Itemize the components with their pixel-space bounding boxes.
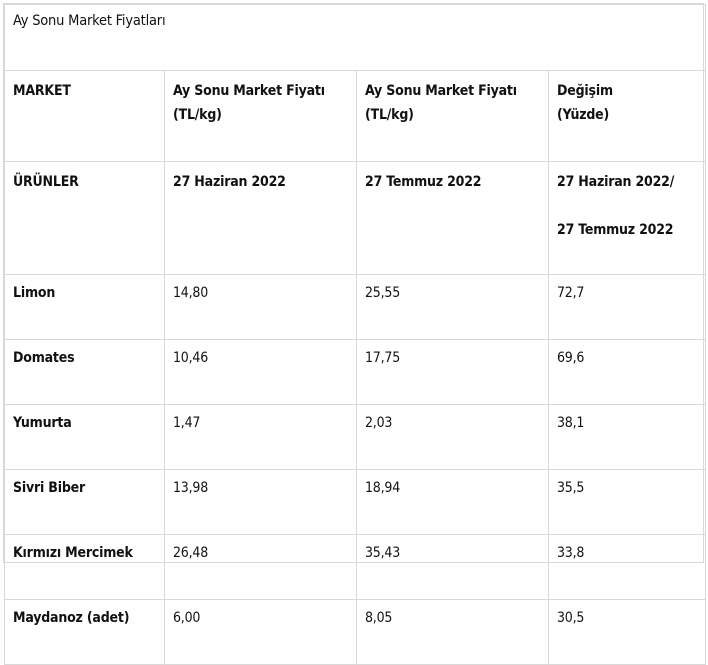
table-row: Limon 14,80 25,55 72,7 — [4, 274, 706, 340]
header-june-price: Ay Sonu Market Fiyatı (TL/kg) — [164, 70, 357, 162]
subheader-july-date: 27 Temmuz 2022 — [356, 161, 549, 275]
table-row: Kırmızı Mercimek 26,48 35,43 33,8 — [4, 534, 706, 600]
product-name: Limon — [4, 274, 165, 340]
table-row: Maydanoz (adet) 6,00 8,05 30,5 — [4, 599, 706, 665]
june-price: 1,47 — [164, 404, 357, 470]
product-name: Domates — [4, 339, 165, 405]
subheader-change-period: 27 Haziran 2022/ 27 Temmuz 2022 — [548, 161, 706, 275]
table-row: Yumurta 1,47 2,03 38,1 — [4, 404, 706, 470]
header-change-unit: (Yüzde) — [557, 107, 610, 123]
subheader-change-period-start: 27 Haziran 2022/ — [557, 174, 675, 190]
header-change: Değişim (Yüzde) — [548, 70, 706, 162]
caption-row: Ay Sonu Market Fiyatları — [4, 4, 706, 71]
subheader-june-date: 27 Haziran 2022 — [164, 161, 357, 275]
header-july-price-unit: (TL/kg) — [365, 107, 414, 123]
header-row: MARKET Ay Sonu Market Fiyatı (TL/kg) Ay … — [4, 70, 706, 162]
product-name: Sivri Biber — [4, 469, 165, 535]
product-name: Kırmızı Mercimek — [4, 534, 165, 600]
table-caption: Ay Sonu Market Fiyatları — [4, 4, 706, 71]
change-percent: 33,8 — [548, 534, 706, 600]
price-table-container: Ay Sonu Market Fiyatları MARKET Ay Sonu … — [3, 3, 706, 665]
subheader-row: ÜRÜNLER 27 Haziran 2022 27 Temmuz 2022 2… — [4, 161, 706, 275]
subheader-june-date-label: 27 Haziran 2022 — [173, 174, 286, 190]
july-price: 18,94 — [356, 469, 549, 535]
june-price: 10,46 — [164, 339, 357, 405]
product-name: Yumurta — [4, 404, 165, 470]
header-july-price: Ay Sonu Market Fiyatı (TL/kg) — [356, 70, 549, 162]
change-percent: 38,1 — [548, 404, 706, 470]
subheader-products: ÜRÜNLER — [4, 161, 165, 275]
july-price: 2,03 — [356, 404, 549, 470]
change-percent: 69,6 — [548, 339, 706, 405]
july-price: 25,55 — [356, 274, 549, 340]
change-percent: 30,5 — [548, 599, 706, 665]
june-price: 26,48 — [164, 534, 357, 600]
subheader-july-date-label: 27 Temmuz 2022 — [365, 174, 482, 190]
product-name: Maydanoz (adet) — [4, 599, 165, 665]
subheader-change-period-end: 27 Temmuz 2022 — [557, 222, 674, 238]
header-change-label: Değişim — [557, 83, 613, 99]
change-percent: 35,5 — [548, 469, 706, 535]
header-june-price-unit: (TL/kg) — [173, 107, 222, 123]
july-price: 17,75 — [356, 339, 549, 405]
july-price: 8,05 — [356, 599, 549, 665]
june-price: 6,00 — [164, 599, 357, 665]
header-market: MARKET — [4, 70, 165, 162]
header-june-price-label: Ay Sonu Market Fiyatı — [173, 83, 325, 99]
table-row: Domates 10,46 17,75 69,6 — [4, 339, 706, 405]
june-price: 14,80 — [164, 274, 357, 340]
june-price: 13,98 — [164, 469, 357, 535]
change-percent: 72,7 — [548, 274, 706, 340]
subheader-products-label: ÜRÜNLER — [13, 174, 79, 190]
table-row: Sivri Biber 13,98 18,94 35,5 — [4, 469, 706, 535]
july-price: 35,43 — [356, 534, 549, 600]
header-market-label: MARKET — [13, 83, 71, 99]
market-price-table: Ay Sonu Market Fiyatları MARKET Ay Sonu … — [4, 4, 706, 665]
header-july-price-label: Ay Sonu Market Fiyatı — [365, 83, 517, 99]
